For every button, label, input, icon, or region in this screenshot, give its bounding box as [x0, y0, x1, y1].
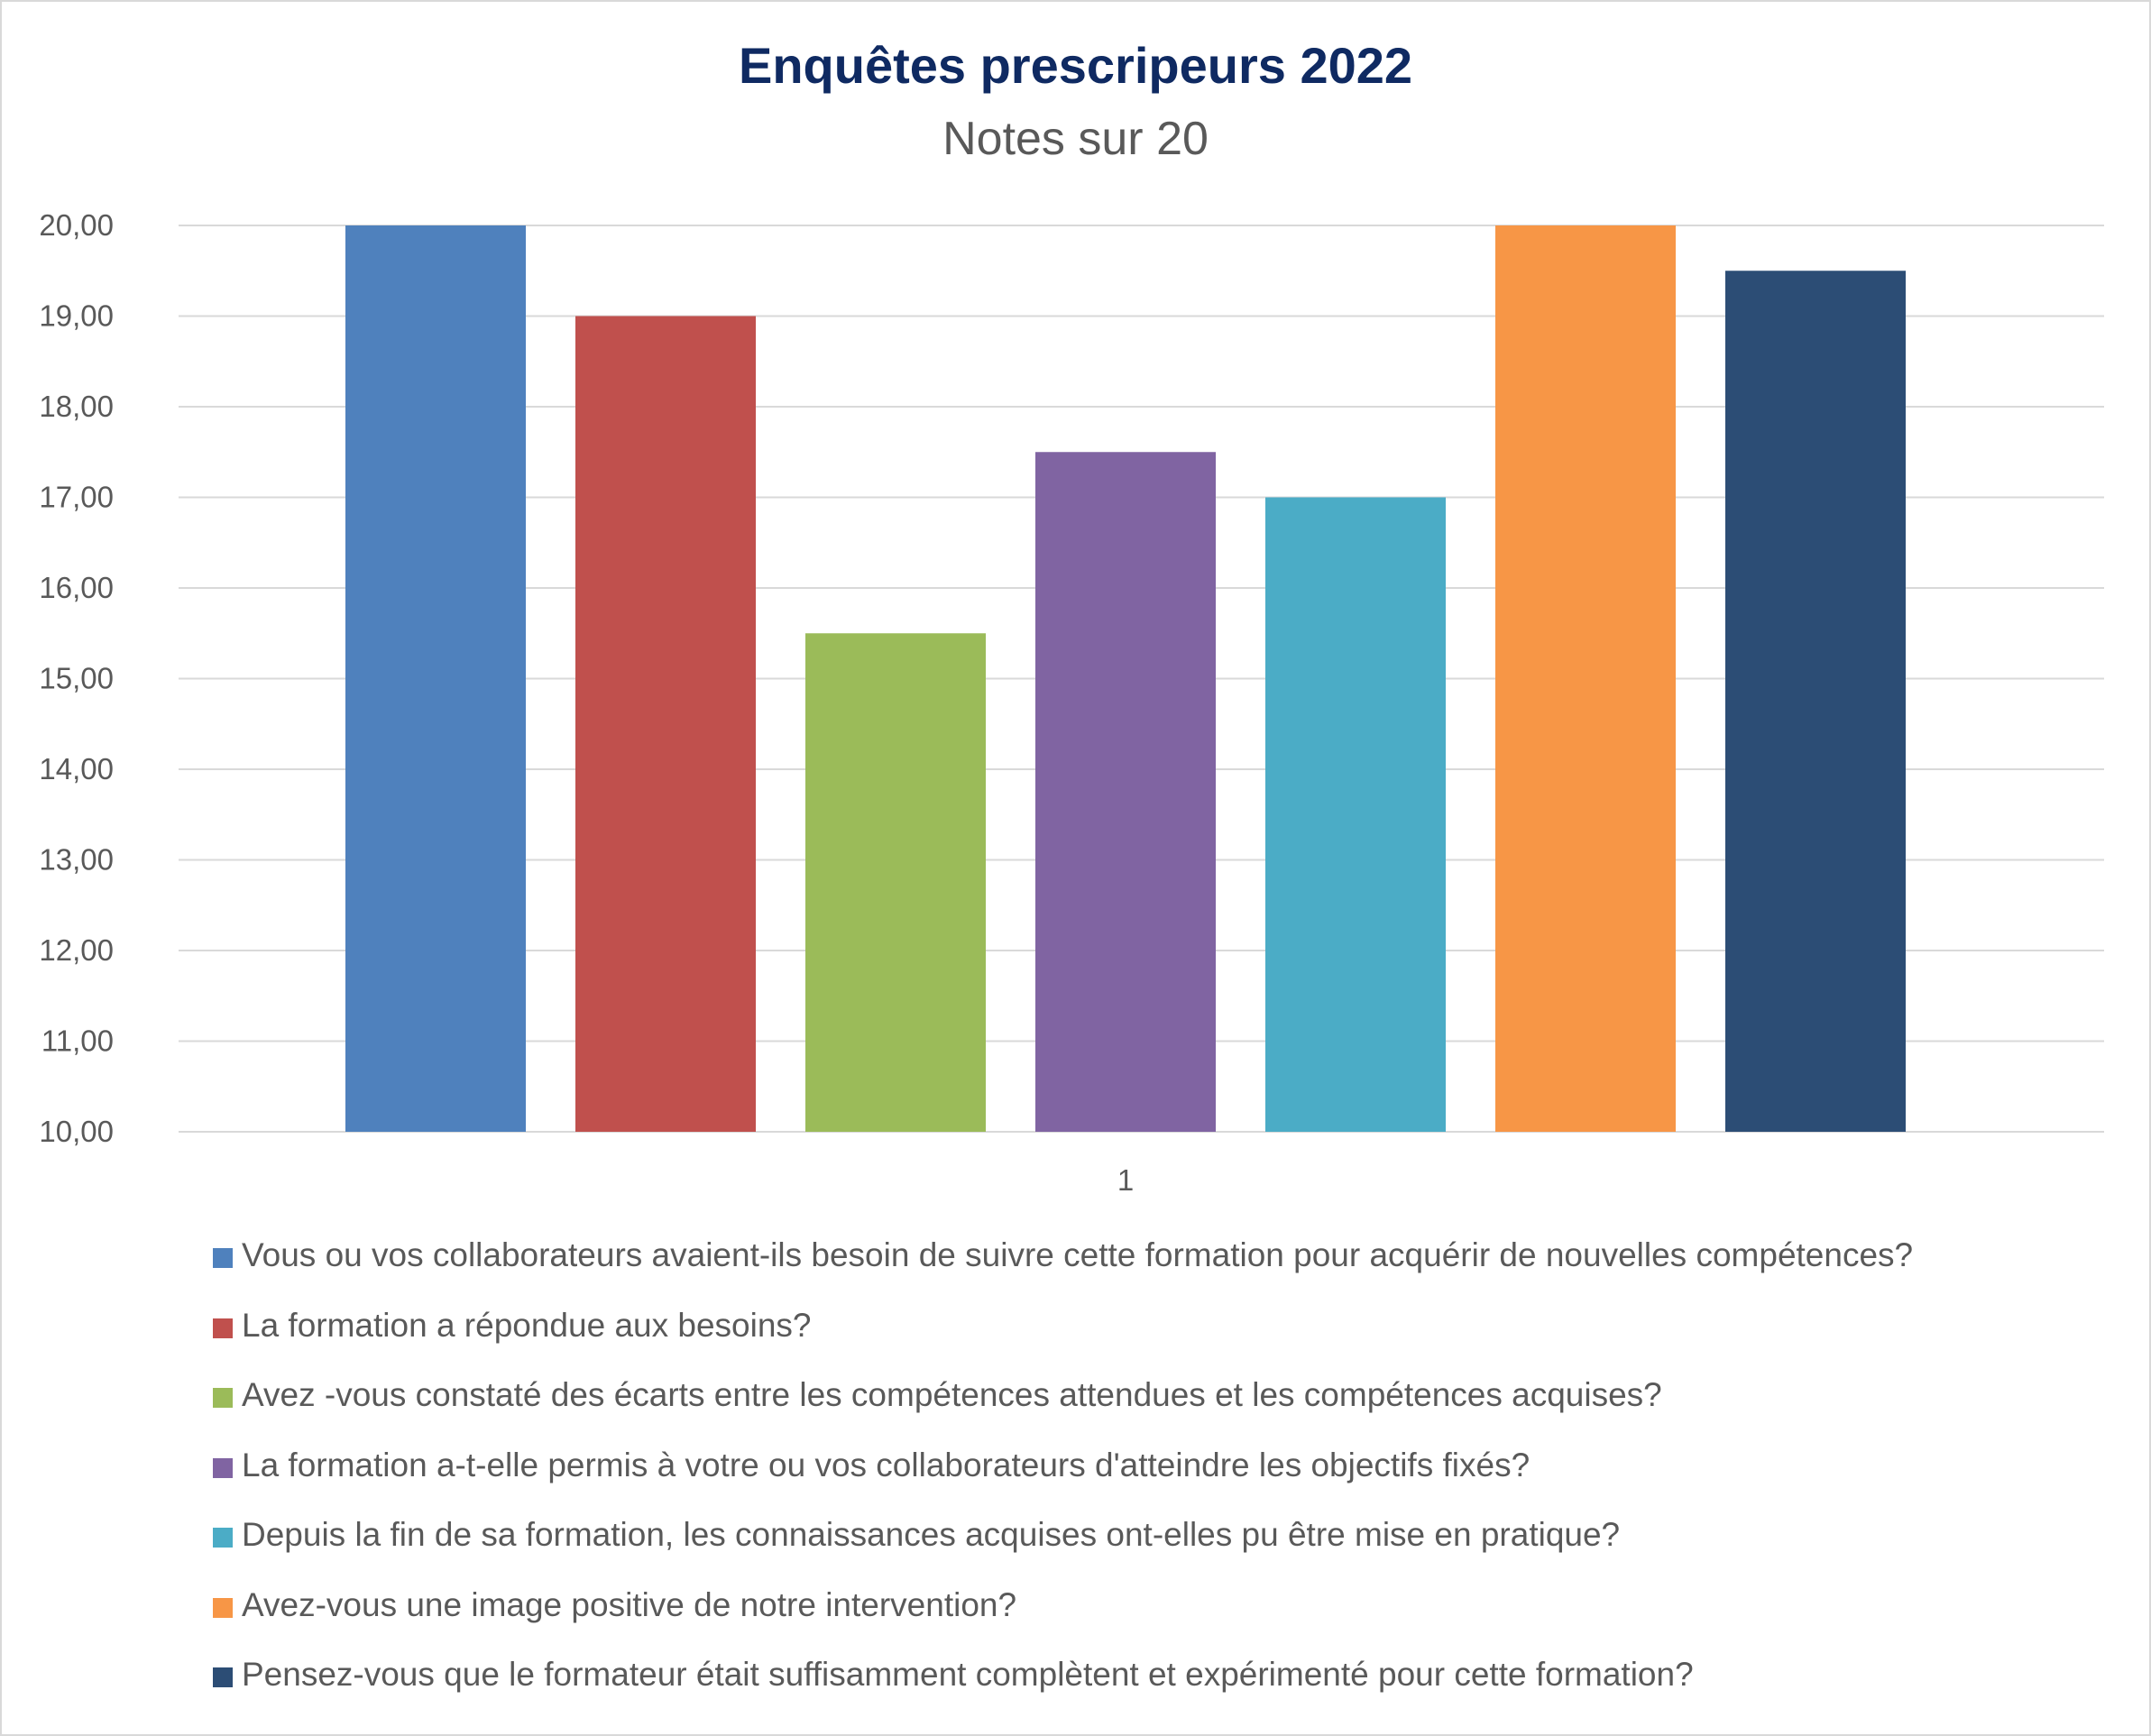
bar	[805, 633, 986, 1132]
legend-label: Vous ou vos collaborateurs avaient-ils b…	[242, 1236, 1914, 1273]
bar	[1265, 497, 1446, 1132]
legend-swatch	[213, 1597, 233, 1618]
legend-label: Depuis la fin de sa formation, les conna…	[242, 1516, 1621, 1553]
legend-label: Avez -vous constaté des écarts entre les…	[242, 1376, 1662, 1413]
y-tick-label: 20,00	[39, 208, 114, 242]
legend-label: Avez-vous une image positive de notre in…	[242, 1585, 1017, 1623]
chart-title: Enquêtes prescripeurs 2022	[738, 37, 1413, 94]
legend-swatch	[213, 1318, 233, 1338]
y-tick-label: 10,00	[39, 1115, 114, 1148]
legend-label: Pensez-vous que le formateur était suffi…	[242, 1656, 1694, 1693]
legend-label: La formation a-t-elle permis à votre ou …	[242, 1446, 1531, 1483]
y-tick-label: 14,00	[39, 752, 114, 785]
legend-swatch	[213, 1667, 233, 1687]
legend-swatch	[213, 1457, 233, 1478]
y-tick-label: 17,00	[39, 481, 114, 514]
bar	[575, 316, 756, 1132]
chart-subtitle: Notes sur 20	[942, 113, 1209, 165]
x-tick-label: 1	[1117, 1163, 1134, 1197]
bar	[1495, 225, 1676, 1132]
legend-label: La formation a répondue aux besoins?	[242, 1306, 812, 1344]
y-tick-label: 11,00	[41, 1024, 114, 1058]
y-tick-label: 13,00	[39, 843, 114, 877]
y-tick-label: 16,00	[39, 571, 114, 604]
y-tick-label: 19,00	[39, 299, 114, 333]
bar	[1035, 452, 1216, 1132]
legend-swatch	[213, 1388, 233, 1408]
legend-swatch	[213, 1248, 233, 1268]
y-tick-label: 12,00	[39, 933, 114, 967]
bar	[1725, 271, 1906, 1132]
y-tick-label: 15,00	[39, 662, 114, 695]
y-tick-label: 18,00	[39, 390, 114, 423]
bar	[345, 225, 526, 1132]
legend-swatch	[213, 1528, 233, 1548]
